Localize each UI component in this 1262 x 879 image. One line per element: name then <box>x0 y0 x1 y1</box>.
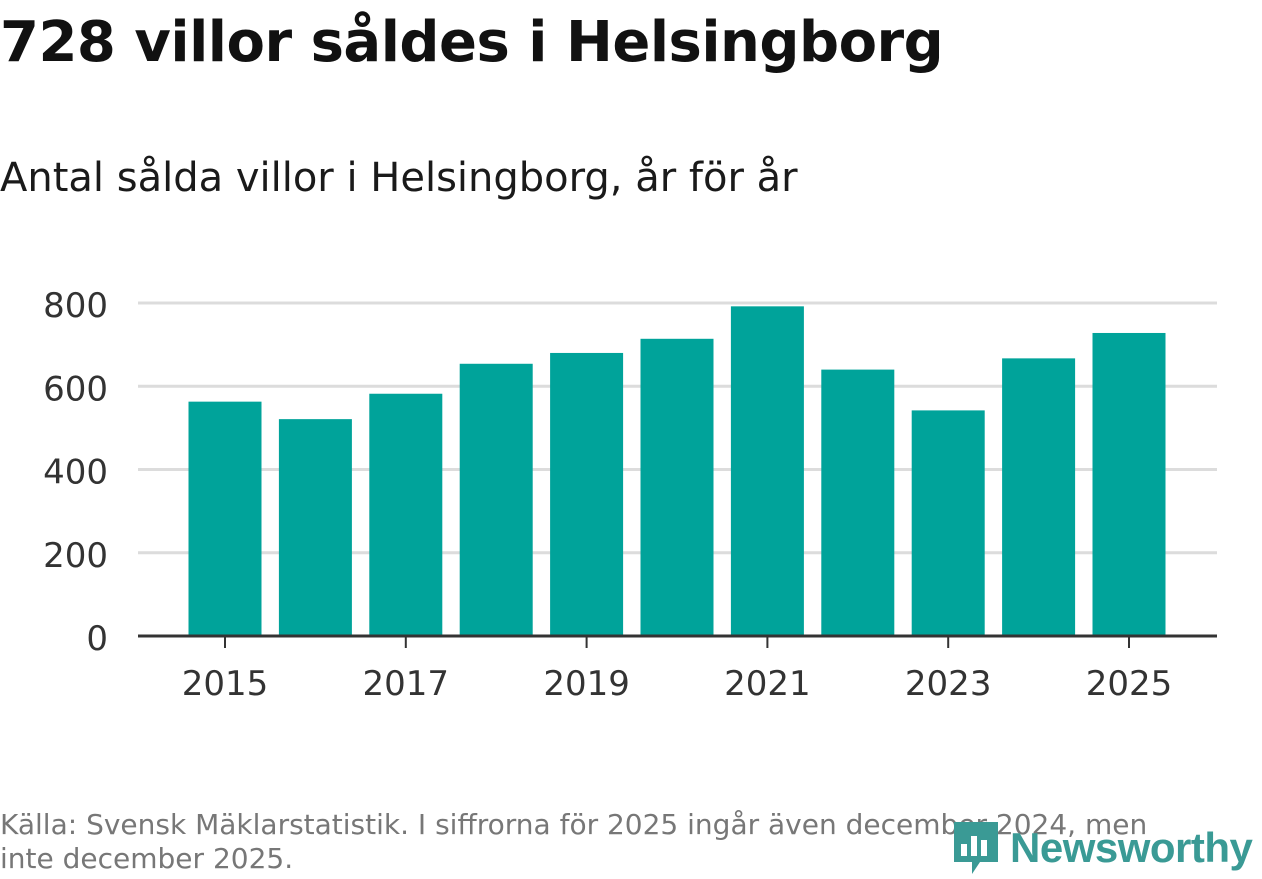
bar-2021 <box>730 306 804 636</box>
bar-2018 <box>459 363 533 636</box>
x-tick-label-2025: 2025 <box>1086 664 1173 704</box>
x-tick-label-2017: 2017 <box>363 664 450 704</box>
y-tick-label-800: 800 <box>43 286 108 326</box>
x-tick-label-2023: 2023 <box>905 664 992 704</box>
bar-2025 <box>1092 332 1166 636</box>
y-tick-label-200: 200 <box>43 536 108 576</box>
bar-2019 <box>550 352 624 636</box>
bar-2016 <box>278 419 352 636</box>
bar-2024 <box>1002 358 1076 636</box>
bar-chart: 0 200 400 600 800 2015 2017 2019 2021 2023 2025 <box>43 286 1217 704</box>
bar-2020 <box>640 338 714 636</box>
bar-2023 <box>911 410 985 636</box>
bar-2022 <box>821 369 895 636</box>
x-tick-label-2019: 2019 <box>543 664 630 704</box>
y-tick-label-400: 400 <box>43 453 108 493</box>
newsworthy-logo: Newsworthy <box>950 818 1253 878</box>
x-tick-label-2021: 2021 <box>724 664 811 704</box>
bar-2017 <box>369 393 443 636</box>
y-tick-label-0: 0 <box>86 619 108 659</box>
logo-text: Newsworthy <box>1010 824 1253 871</box>
y-tick-label-600: 600 <box>43 369 108 409</box>
newsworthy-logo-icon <box>954 822 998 874</box>
chart-subtitle: Antal sålda villor i Helsingborg, år för… <box>0 155 798 201</box>
bar-2015 <box>188 401 262 636</box>
x-tick-label-2015: 2015 <box>182 664 269 704</box>
chart-title: 728 villor såldes i Helsingborg <box>0 10 944 75</box>
